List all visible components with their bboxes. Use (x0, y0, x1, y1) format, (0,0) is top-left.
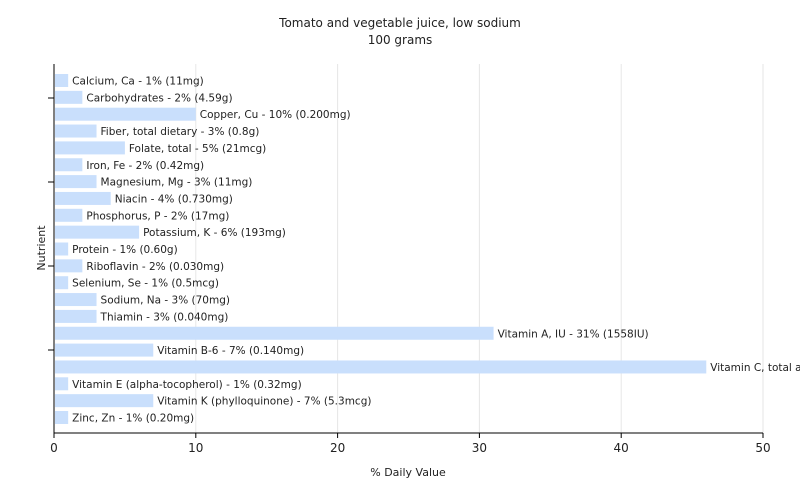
bar (55, 259, 83, 273)
bar (55, 175, 97, 189)
bar (55, 326, 494, 340)
bar (55, 293, 97, 307)
x-axis-title: % Daily Value (370, 466, 446, 479)
bar-label: Protein - 1% (0.60g) (72, 244, 178, 256)
bar-label: Magnesium, Mg - 3% (11mg) (101, 177, 253, 189)
bar (55, 411, 69, 424)
chart-title: Tomato and vegetable juice, low sodium (278, 16, 521, 30)
bar (55, 158, 83, 172)
bar-label: Carbohydrates - 2% (4.59g) (86, 92, 232, 104)
x-tick-label: 30 (472, 441, 487, 455)
bar (55, 74, 69, 87)
bar-label: Riboflavin - 2% (0.030mg) (86, 261, 224, 273)
bar (55, 225, 140, 239)
x-tick-label: 50 (755, 441, 770, 455)
bar (55, 208, 83, 222)
bar-label: Folate, total - 5% (21mcg) (129, 143, 266, 155)
bar-label: Vitamin B-6 - 7% (0.140mg) (157, 345, 304, 357)
bar-label: Niacin - 4% (0.730mg) (115, 193, 233, 205)
bar (55, 276, 69, 290)
bar (55, 360, 707, 374)
bar (55, 90, 83, 104)
bar-label: Vitamin E (alpha-tocopherol) - 1% (0.32m… (72, 379, 302, 391)
axes: 0 10 20 30 40 50 (48, 64, 771, 455)
bar-label: Sodium, Na - 3% (70mg) (101, 295, 230, 307)
bar (55, 394, 154, 408)
bar-label: Calcium, Ca - 1% (11mg) (72, 76, 204, 88)
y-axis-title: Nutrient (35, 225, 48, 271)
bars (55, 74, 707, 424)
bar (55, 343, 154, 357)
x-tick-label: 10 (188, 441, 203, 455)
x-tick-label: 20 (330, 441, 345, 455)
chart-subtitle: 100 grams (368, 33, 433, 47)
bar-label: Zinc, Zn - 1% (0.20mg) (72, 413, 194, 425)
bar (55, 141, 125, 155)
bar-label: Thiamin - 3% (0.040mg) (100, 311, 229, 323)
bar (55, 242, 69, 256)
x-tick-label: 0 (50, 441, 58, 455)
bar-label: Vitamin K (phylloquinone) - 7% (5.3mcg) (157, 396, 371, 408)
bar (55, 309, 97, 323)
bar-label: Vitamin C, total ascorbic acid - 46% (27… (710, 362, 800, 374)
bar (55, 377, 69, 391)
bar (55, 191, 111, 205)
bar-label: Fiber, total dietary - 3% (0.8g) (101, 126, 260, 138)
bar-labels: Calcium, Ca - 1% (11mg) Carbohydrates - 2… (72, 76, 800, 425)
bar-label: Copper, Cu - 10% (0.200mg) (200, 109, 351, 121)
bar-label: Phosphorus, P - 2% (17mg) (86, 210, 229, 222)
bar-label: Iron, Fe - 2% (0.42mg) (86, 160, 204, 172)
x-tick-label: 40 (614, 441, 629, 455)
bar (55, 124, 97, 138)
bar-label: Potassium, K - 6% (193mg) (143, 227, 286, 239)
bar-label: Vitamin A, IU - 31% (1558IU) (498, 328, 649, 340)
bar-label: Selenium, Se - 1% (0.5mcg) (72, 278, 219, 290)
bar (55, 107, 196, 121)
